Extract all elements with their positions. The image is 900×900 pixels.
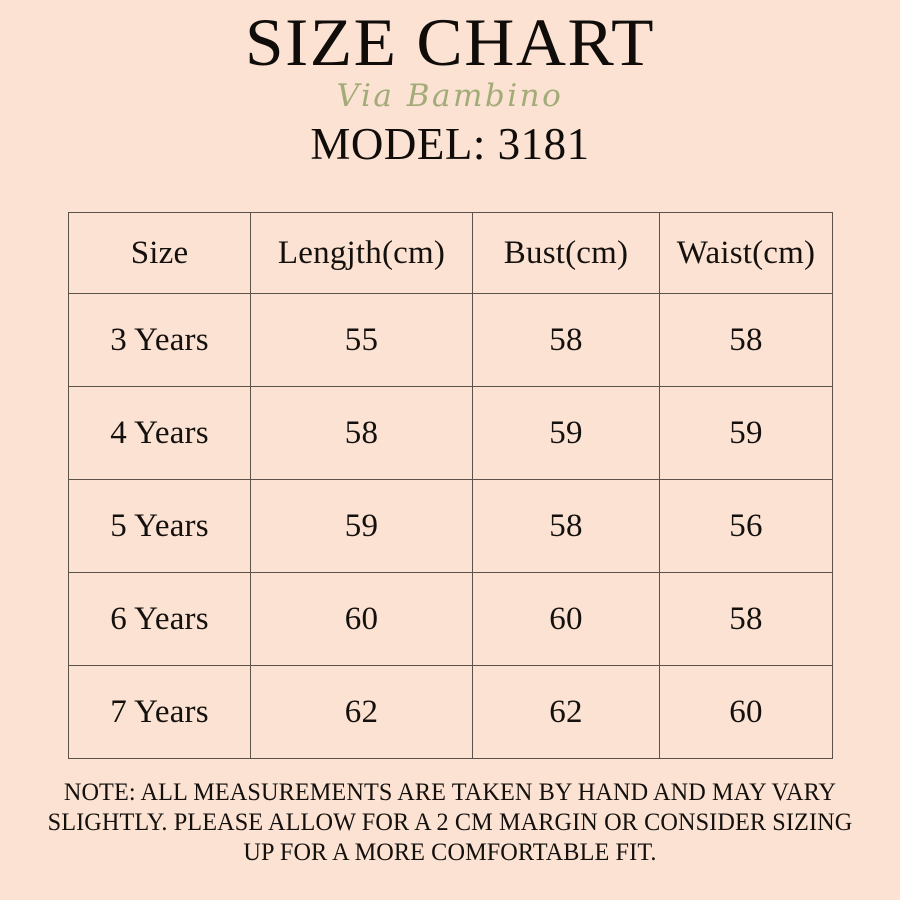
cell-size: 4 Years xyxy=(68,386,251,480)
size-chart-table: Size Lengjth(cm) Bust(cm) Waist(cm) 3 Ye… xyxy=(68,212,833,759)
cell-length: 59 xyxy=(250,479,473,573)
table-header-row: Size Lengjth(cm) Bust(cm) Waist(cm) xyxy=(68,212,833,294)
cell-length: 60 xyxy=(250,572,473,666)
cell-waist: 60 xyxy=(659,665,833,759)
table-row: 3 Years 55 58 58 xyxy=(68,293,833,387)
size-chart-table-wrapper: Size Lengjth(cm) Bust(cm) Waist(cm) 3 Ye… xyxy=(68,212,833,759)
cell-length: 58 xyxy=(250,386,473,480)
note-line-1: NOTE: ALL MEASUREMENTS ARE TAKEN BY HAND… xyxy=(63,779,837,806)
cell-bust: 58 xyxy=(472,479,660,573)
page-title: SIZE CHART xyxy=(245,4,655,80)
model-label: MODEL: 3181 xyxy=(310,119,590,170)
cell-waist: 56 xyxy=(659,479,833,573)
cell-waist: 58 xyxy=(659,293,833,387)
column-header-bust: Bust(cm) xyxy=(472,212,660,294)
cell-waist: 58 xyxy=(659,572,833,666)
cell-waist: 59 xyxy=(659,386,833,480)
note-line-3: UP FOR A MORE COMFORTABLE FIT. xyxy=(243,839,657,866)
cell-bust: 60 xyxy=(472,572,660,666)
table-row: 5 Years 59 58 56 xyxy=(68,479,833,573)
table-row: 6 Years 60 60 58 xyxy=(68,572,833,666)
cell-bust: 62 xyxy=(472,665,660,759)
cell-length: 55 xyxy=(250,293,473,387)
note-line-2: SLIGHTLY. PLEASE ALLOW FOR A 2 CM MARGIN… xyxy=(47,809,853,836)
header-block: SIZE CHART Via Bambino MODEL: 3181 xyxy=(0,0,900,169)
column-header-size: Size xyxy=(68,212,251,294)
table-row: 7 Years 62 62 60 xyxy=(68,665,833,759)
cell-size: 5 Years xyxy=(68,479,251,573)
cell-bust: 58 xyxy=(472,293,660,387)
column-header-length: Lengjth(cm) xyxy=(250,212,473,294)
cell-size: 6 Years xyxy=(68,572,251,666)
brand-wordmark: Via Bambino xyxy=(336,78,564,115)
measurement-note: NOTE: ALL MEASUREMENTS ARE TAKEN BY HAND… xyxy=(41,778,860,868)
cell-bust: 59 xyxy=(472,386,660,480)
cell-size: 7 Years xyxy=(68,665,251,759)
cell-size: 3 Years xyxy=(68,293,251,387)
column-header-waist: Waist(cm) xyxy=(659,212,833,294)
table-row: 4 Years 58 59 59 xyxy=(68,386,833,480)
cell-length: 62 xyxy=(250,665,473,759)
